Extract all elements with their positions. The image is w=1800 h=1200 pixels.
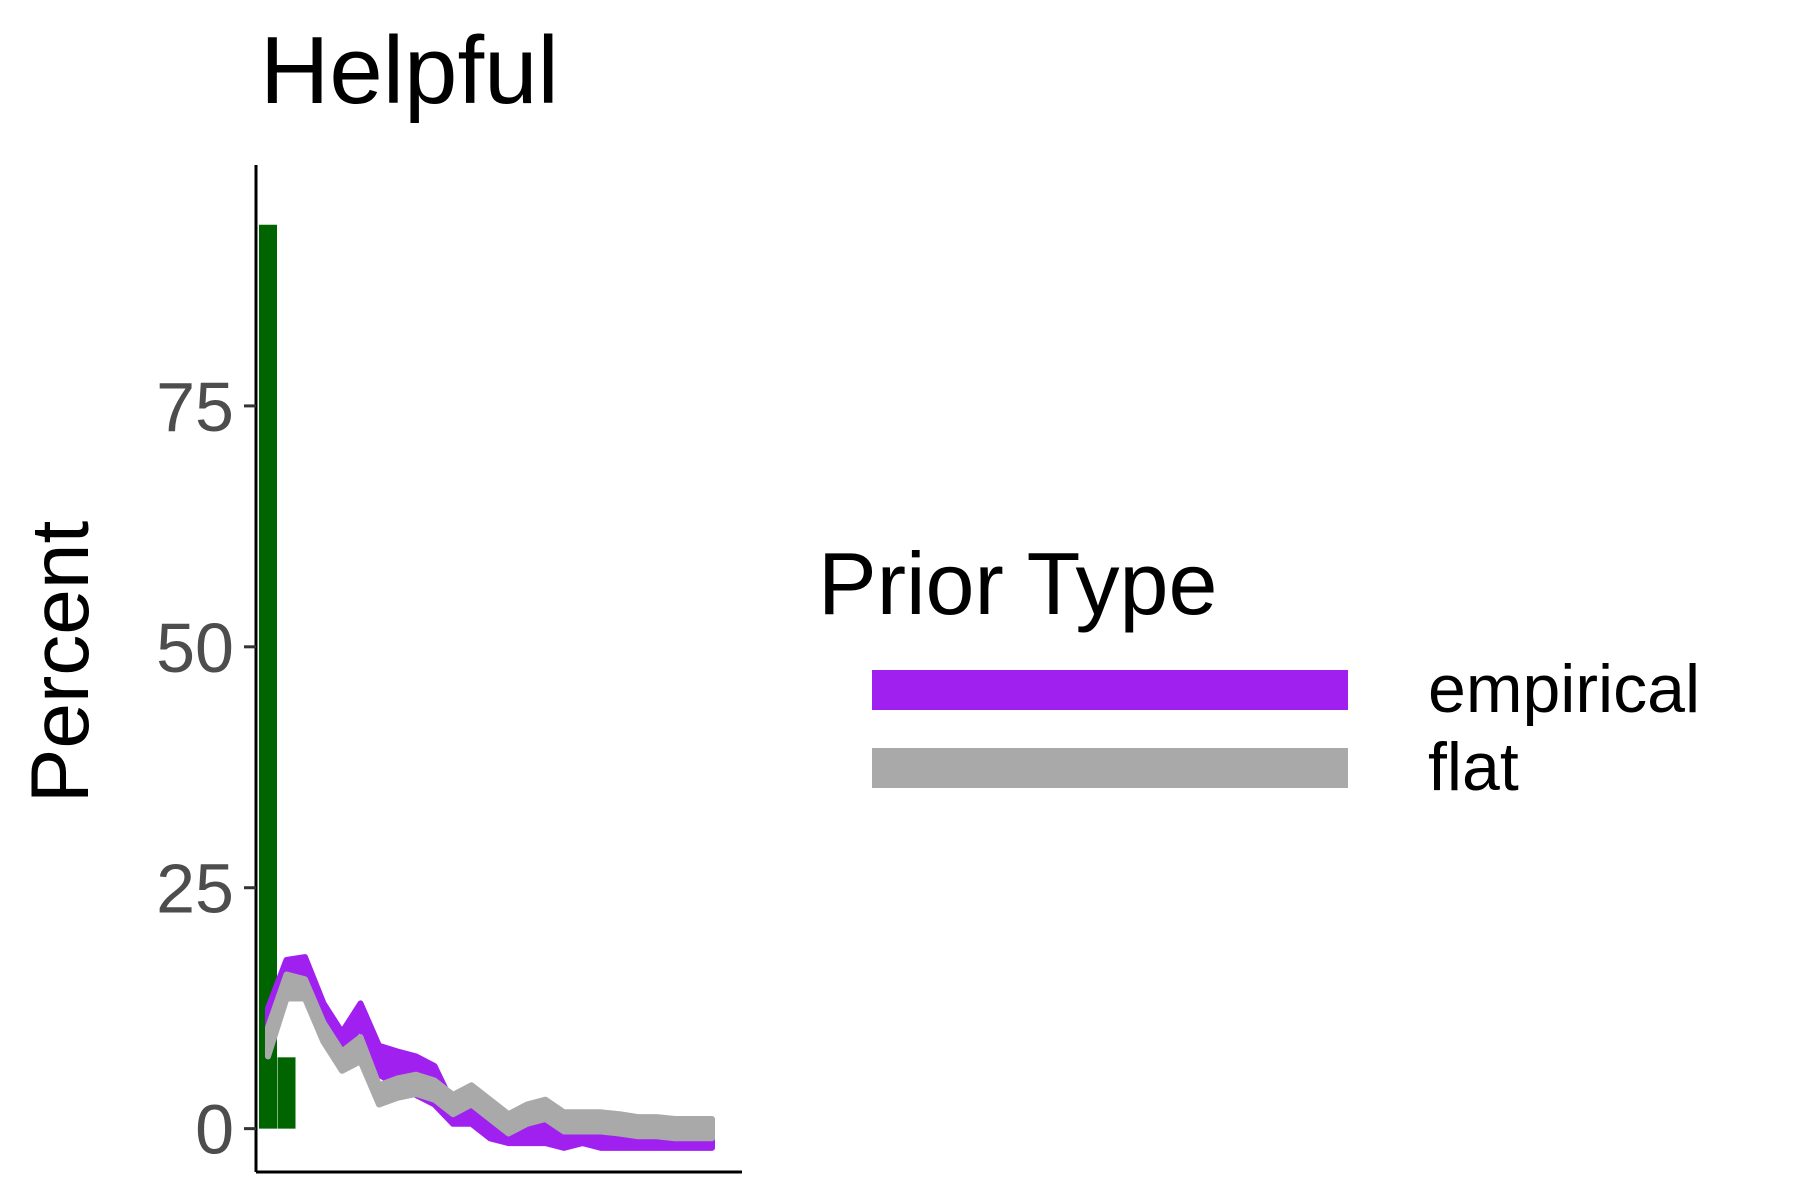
chart-title: Helpful xyxy=(260,17,559,124)
y-axis-label: Percent xyxy=(15,520,106,803)
axes-layer: 0 25 50 75 xyxy=(156,165,742,1174)
y-tick-label-75: 75 xyxy=(156,368,234,446)
bar-1 xyxy=(259,224,277,1129)
y-tick-label-25: 25 xyxy=(156,850,234,928)
bar-2 xyxy=(277,1057,296,1129)
legend-title: Prior Type xyxy=(818,534,1217,633)
legend-key-empirical xyxy=(872,670,1348,710)
y-tick-label-0: 0 xyxy=(195,1091,234,1169)
bars-layer xyxy=(259,224,296,1129)
legend-key-flat xyxy=(872,748,1348,788)
legend-label-flat: flat xyxy=(1428,729,1519,805)
y-tick-label-50: 50 xyxy=(156,609,234,687)
legend-label-empirical: empirical xyxy=(1428,651,1700,727)
series-layer xyxy=(265,954,715,1151)
series-flat xyxy=(265,971,715,1142)
